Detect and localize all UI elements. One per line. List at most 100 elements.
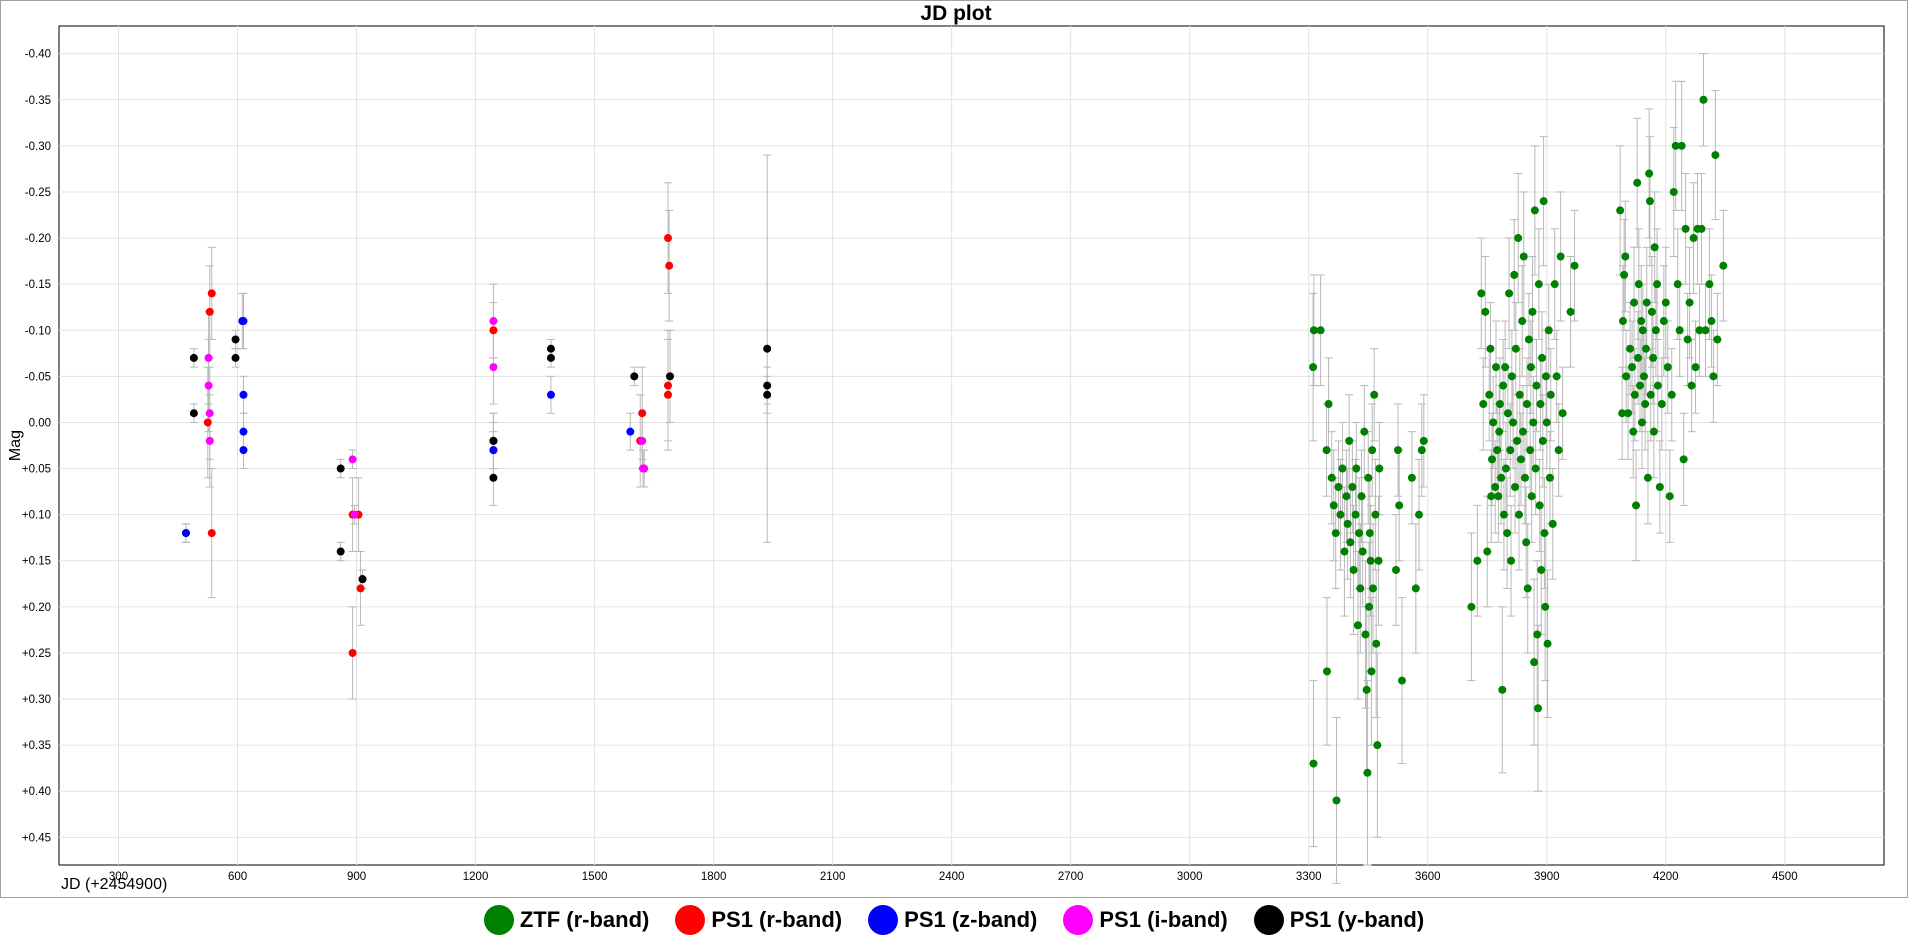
data-point — [1556, 252, 1565, 261]
data-point — [1535, 501, 1544, 510]
data-point — [1515, 510, 1523, 519]
data-point — [1681, 224, 1690, 233]
data-point — [348, 648, 357, 657]
data-point — [1514, 234, 1523, 243]
data-point — [489, 326, 498, 335]
data-point — [1392, 565, 1401, 574]
data-point — [1491, 363, 1500, 372]
data-point — [489, 317, 498, 326]
data-point — [1503, 529, 1512, 538]
legend-item: PS1 (r-band) — [675, 904, 843, 935]
legend-label: PS1 (y-band) — [1289, 906, 1425, 932]
data-point — [1533, 630, 1542, 639]
data-point — [1522, 400, 1531, 409]
data-point — [1629, 427, 1638, 436]
data-point — [1570, 261, 1579, 270]
data-point — [1679, 455, 1688, 464]
y-tick-label: -0.05 — [25, 371, 51, 383]
data-point — [350, 510, 359, 519]
data-point — [1655, 482, 1664, 491]
data-point — [640, 464, 649, 473]
x-tick-label: 4500 — [1772, 871, 1798, 883]
data-point — [663, 390, 672, 399]
y-tick-label: +0.35 — [22, 740, 51, 752]
x-tick-label: 3900 — [1534, 871, 1560, 883]
data-point — [205, 409, 214, 418]
x-axis-ticks: 300 600 900 1200 1500 1800 2100 2400 2700 3000 330… — [109, 871, 1798, 883]
data-point — [1649, 353, 1658, 362]
data-point — [1543, 639, 1552, 648]
y-tick-label: -0.40 — [25, 49, 51, 61]
data-point — [1649, 427, 1658, 436]
data-point — [1657, 400, 1666, 409]
data-point — [1370, 390, 1379, 399]
data-point — [1334, 482, 1343, 491]
y-axis-label: Mag — [7, 430, 24, 461]
data-point — [1324, 400, 1333, 409]
data-point — [1483, 547, 1492, 556]
data-point — [546, 390, 555, 399]
data-point — [1661, 298, 1670, 307]
y-tick-label: -0.25 — [25, 187, 51, 199]
data-point — [1528, 307, 1537, 316]
x-tick-label: 2700 — [1058, 871, 1084, 883]
data-point — [1524, 335, 1533, 344]
data-point — [1486, 344, 1495, 353]
data-point — [1647, 307, 1656, 316]
data-point — [1643, 473, 1652, 482]
data-point — [1322, 446, 1331, 455]
data-point — [638, 436, 647, 445]
data-point — [1511, 344, 1520, 353]
y-tick-label: +0.45 — [22, 832, 51, 844]
data-point — [1637, 418, 1646, 427]
data-point — [1697, 224, 1706, 233]
data-point — [1495, 400, 1504, 409]
data-point — [1538, 436, 1547, 445]
data-point — [1645, 197, 1654, 206]
data-point — [1342, 492, 1351, 501]
data-point — [1397, 676, 1406, 685]
data-point — [1653, 381, 1662, 390]
data-point — [1534, 280, 1543, 289]
data-point — [1357, 492, 1366, 501]
data-point — [1530, 658, 1539, 667]
data-point — [1719, 261, 1728, 270]
data-point — [1618, 317, 1627, 326]
data-point — [1348, 482, 1357, 491]
data-point — [1638, 326, 1647, 335]
data-point — [205, 436, 214, 445]
data-point — [1546, 390, 1555, 399]
data-point — [1538, 353, 1547, 362]
data-point — [1479, 400, 1488, 409]
data-point — [1622, 372, 1631, 381]
data-point — [1513, 436, 1522, 445]
data-point — [1523, 584, 1532, 593]
data-point — [1507, 556, 1516, 565]
data-point — [1645, 169, 1654, 178]
data-point — [1481, 307, 1490, 316]
data-point — [1417, 446, 1426, 455]
data-point — [239, 427, 248, 436]
data-point — [763, 344, 772, 353]
data-point — [205, 307, 214, 316]
legend-label: PS1 (r-band) — [711, 906, 843, 932]
data-point — [1511, 482, 1520, 491]
chart-title: JD plot — [920, 2, 991, 25]
y-tick-label: +0.30 — [22, 694, 51, 706]
data-point — [1677, 141, 1686, 150]
data-point — [1361, 630, 1370, 639]
data-point — [1503, 409, 1512, 418]
data-point — [1332, 796, 1341, 805]
data-point — [1532, 381, 1541, 390]
legend-swatch — [1063, 904, 1094, 935]
data-point — [1707, 317, 1716, 326]
data-point — [1536, 400, 1545, 409]
data-point — [204, 353, 213, 362]
data-point — [1499, 381, 1508, 390]
legend-swatch — [1253, 904, 1284, 935]
data-point — [1365, 529, 1374, 538]
data-point — [1709, 372, 1718, 381]
data-point — [1641, 400, 1650, 409]
data-point — [1343, 519, 1352, 528]
data-point — [1485, 390, 1494, 399]
